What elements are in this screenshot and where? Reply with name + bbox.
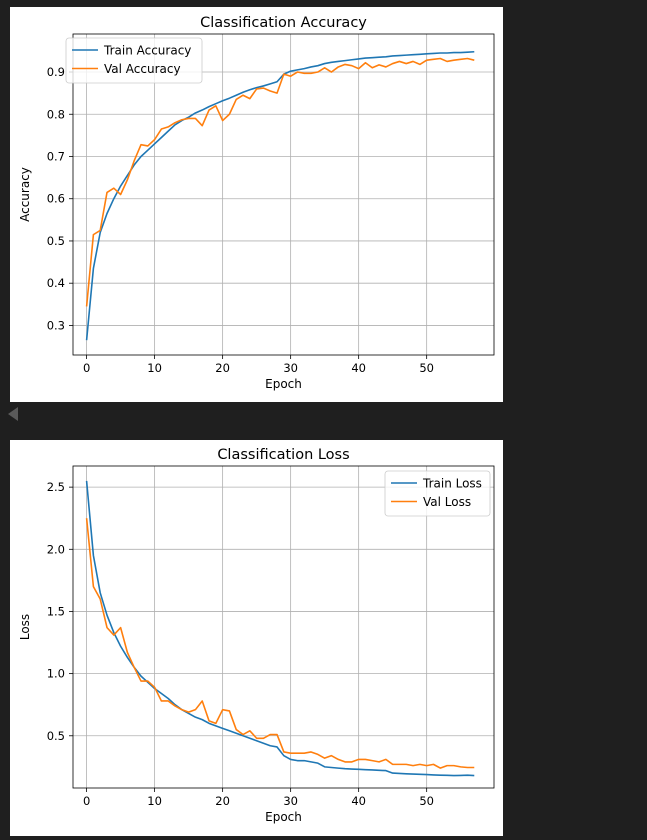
y-axis-label: Loss: [18, 614, 32, 640]
legend-box: [65, 37, 203, 84]
accuracy-chart-panel: 0 10 20 30 40 50 0.3 0.4 0.5 0.6 0.7 0.8 0.9 Classifi…: [10, 7, 503, 402]
y-tick-label: 0.8: [47, 107, 65, 121]
y-axis-label: Accuracy: [18, 167, 32, 222]
x-tick-label: 40: [351, 361, 366, 375]
y-tick-label: 0.4: [47, 276, 65, 290]
series-line-val-accuracy: [85, 57, 475, 307]
y-tick-label: 2.0: [47, 542, 65, 556]
chart-title: Classification Loss: [217, 447, 349, 463]
y-tick-label: 0.3: [47, 318, 65, 332]
x-tick-label: 20: [215, 794, 230, 808]
accuracy-chart: 0 10 20 30 40 50 0.3 0.4 0.5 0.6 0.7 0.8 0.9 Classifi…: [18, 15, 495, 391]
x-tick-label: 0: [83, 361, 90, 375]
x-tick-label: 50: [419, 794, 434, 808]
series-line-train-loss: [85, 480, 475, 777]
y-tick-label: 2.5: [47, 480, 65, 494]
x-tick-label: 10: [147, 361, 162, 375]
y-tick-label: 0.7: [47, 149, 65, 163]
plot-frame: [72, 465, 495, 789]
loss-chart: 0 10 20 30 40 50 0.5 1.0 1.5 2.0 2.5 Classification…: [18, 447, 495, 824]
y-tick-label: 1.0: [47, 667, 65, 681]
x-tick-label: 50: [419, 361, 434, 375]
plot-frame: [72, 33, 495, 356]
chart-title: Classification Accuracy: [200, 15, 367, 31]
x-tick-label: 30: [283, 361, 298, 375]
y-tick-label: 0.9: [47, 65, 65, 79]
legend-label: Val Loss: [423, 495, 471, 509]
loss-chart-panel: 0 10 20 30 40 50 0.5 1.0 1.5 2.0 2.5 Classification…: [10, 440, 503, 836]
x-tick-label: 40: [351, 794, 366, 808]
x-tick-label: 20: [215, 361, 230, 375]
x-tick-label: 10: [147, 794, 162, 808]
legend-label: Train Accuracy: [103, 44, 191, 58]
x-tick-label: 0: [83, 794, 90, 808]
collapse-arrow-icon[interactable]: [8, 407, 18, 421]
series-line-train-accuracy: [85, 50, 475, 341]
x-tick-label: 30: [283, 794, 298, 808]
x-axis-label: Epoch: [265, 810, 302, 824]
x-axis-label: Epoch: [265, 377, 302, 391]
series-line-val-loss: [85, 518, 475, 769]
y-tick-label: 0.6: [47, 192, 65, 206]
y-tick-label: 0.5: [47, 234, 65, 248]
legend-label: Train Loss: [422, 477, 482, 491]
y-tick-label: 1.5: [47, 604, 65, 618]
y-tick-label: 0.5: [47, 729, 65, 743]
legend-label: Val Accuracy: [104, 62, 181, 76]
